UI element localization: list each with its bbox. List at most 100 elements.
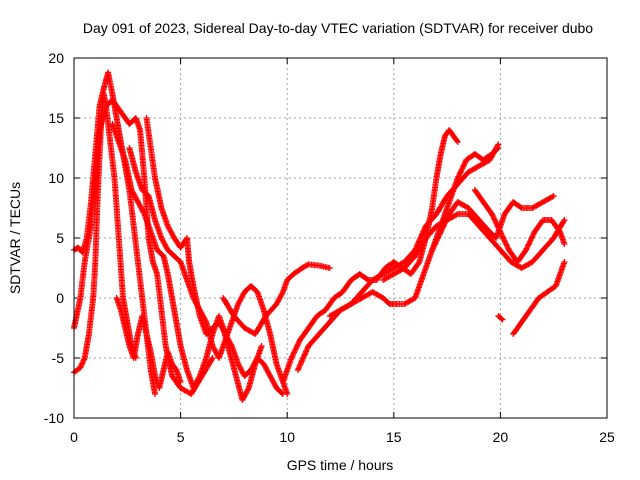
data-point bbox=[275, 363, 278, 365]
data-point bbox=[190, 393, 193, 395]
data-point bbox=[382, 273, 384, 275]
data-point bbox=[137, 261, 139, 263]
data-series bbox=[71, 69, 568, 403]
data-point bbox=[262, 309, 265, 311]
data-point bbox=[205, 333, 207, 335]
data-point bbox=[228, 351, 231, 353]
data-point bbox=[137, 201, 139, 203]
data-point bbox=[550, 219, 553, 221]
x-tick-label: 15 bbox=[386, 429, 402, 445]
data-point bbox=[339, 309, 342, 311]
data-point bbox=[512, 333, 514, 335]
data-point bbox=[241, 399, 244, 401]
data-point bbox=[452, 135, 455, 137]
data-point bbox=[218, 357, 220, 359]
data-point bbox=[77, 246, 80, 249]
data-point bbox=[92, 297, 94, 299]
data-point bbox=[318, 264, 320, 267]
data-point bbox=[403, 261, 406, 263]
data-point bbox=[143, 177, 146, 179]
data-point bbox=[552, 237, 555, 239]
data-point bbox=[128, 123, 131, 125]
data-point bbox=[435, 213, 438, 215]
data-point bbox=[179, 345, 182, 347]
data-point bbox=[529, 309, 532, 311]
data-point bbox=[211, 357, 214, 359]
data-point bbox=[341, 291, 344, 293]
data-point bbox=[171, 375, 173, 377]
data-point bbox=[94, 177, 97, 179]
data-point bbox=[117, 237, 120, 239]
data-point bbox=[137, 333, 139, 335]
data-point bbox=[162, 255, 165, 257]
series-markers bbox=[71, 97, 216, 397]
data-point bbox=[160, 309, 163, 311]
data-point bbox=[403, 303, 406, 305]
data-point bbox=[211, 345, 214, 347]
data-point bbox=[495, 237, 497, 239]
data-point bbox=[98, 105, 101, 107]
data-point bbox=[414, 255, 416, 257]
data-point bbox=[256, 291, 259, 293]
data-point bbox=[371, 291, 374, 293]
data-point bbox=[115, 117, 118, 119]
data-point bbox=[501, 318, 504, 321]
data-point bbox=[167, 225, 169, 227]
data-point bbox=[254, 333, 257, 335]
data-point bbox=[499, 249, 502, 251]
data-point bbox=[135, 117, 137, 119]
data-point bbox=[250, 285, 252, 287]
x-tick-label: 10 bbox=[279, 429, 295, 445]
data-point bbox=[141, 297, 144, 299]
data-point bbox=[192, 387, 195, 389]
data-point bbox=[333, 297, 335, 299]
y-tick-label: -10 bbox=[44, 410, 64, 426]
data-point bbox=[233, 315, 235, 317]
plot-frame bbox=[73, 57, 608, 419]
data-point bbox=[132, 225, 135, 227]
data-point bbox=[256, 357, 259, 359]
data-point bbox=[361, 297, 363, 299]
data-point bbox=[431, 207, 433, 209]
data-point bbox=[329, 315, 331, 317]
data-point bbox=[275, 303, 278, 305]
data-point bbox=[248, 387, 250, 389]
data-point bbox=[552, 195, 555, 197]
data-point bbox=[145, 117, 148, 119]
data-point bbox=[79, 366, 82, 369]
x-tick-label: 5 bbox=[177, 429, 185, 445]
data-point bbox=[329, 267, 331, 269]
data-point bbox=[224, 333, 227, 335]
y-axis-label: SDTVAR / TECUs bbox=[7, 182, 23, 294]
data-point bbox=[488, 231, 491, 233]
data-point bbox=[141, 315, 144, 317]
data-point bbox=[456, 177, 459, 179]
data-point bbox=[316, 315, 318, 317]
data-point bbox=[456, 201, 459, 203]
data-point bbox=[152, 261, 154, 263]
series-track-8 bbox=[220, 261, 333, 337]
data-point bbox=[533, 231, 536, 233]
data-point bbox=[410, 273, 412, 275]
data-point bbox=[167, 351, 169, 353]
data-point bbox=[111, 93, 114, 95]
data-point bbox=[403, 267, 406, 269]
data-point bbox=[478, 165, 480, 167]
data-point bbox=[307, 327, 310, 329]
data-point bbox=[520, 267, 523, 269]
data-point bbox=[467, 171, 470, 173]
data-point bbox=[198, 375, 201, 377]
data-point bbox=[474, 189, 476, 191]
x-axis-label: GPS time / hours bbox=[287, 457, 394, 473]
data-point bbox=[371, 279, 374, 281]
data-point bbox=[510, 261, 512, 263]
data-point bbox=[179, 246, 182, 249]
data-point bbox=[290, 357, 293, 359]
data-point bbox=[107, 71, 109, 74]
data-point bbox=[307, 345, 310, 347]
data-point bbox=[230, 345, 233, 347]
data-point bbox=[424, 225, 427, 227]
x-tick-label: 25 bbox=[599, 429, 615, 445]
data-point bbox=[132, 357, 135, 359]
data-point bbox=[171, 297, 173, 299]
